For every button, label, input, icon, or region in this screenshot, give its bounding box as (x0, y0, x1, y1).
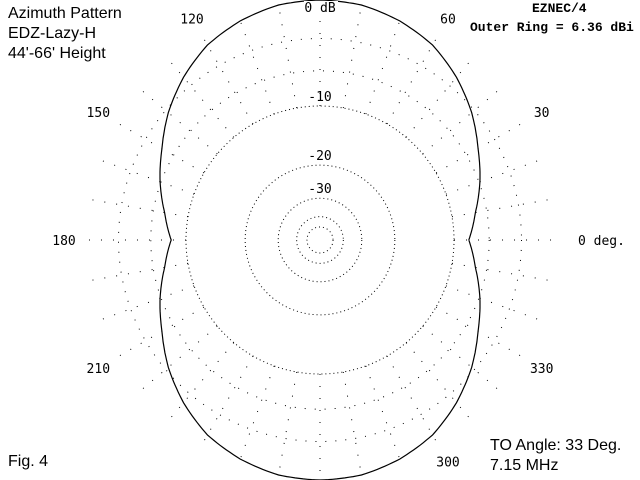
grid-spoke (451, 197, 557, 218)
title-block: Azimuth Pattern EDZ-Lazy-H 44'-66' Heigh… (4, 2, 128, 68)
title-line-3: 44'-66' Height (8, 45, 106, 62)
grid-spoke (386, 355, 441, 449)
takeoff-angle: TO Angle: 33 Deg. (490, 437, 622, 454)
grid-ring (277, 197, 363, 283)
grid-spoke (365, 365, 403, 466)
ring-label: 0 dB (304, 1, 335, 16)
grid-spoke (199, 355, 254, 449)
grid-spoke (237, 14, 275, 115)
ring-label-bg (304, 1, 338, 14)
grid-spoke (342, 371, 363, 477)
grid-spoke (365, 14, 403, 115)
grid-spoke (199, 31, 254, 125)
grid-spoke (405, 342, 475, 425)
grid-spoke (165, 55, 235, 138)
title-line-2: EDZ-Lazy-H (8, 25, 97, 42)
grid-ring (296, 216, 344, 264)
grid-ring (150, 70, 490, 410)
grid-ring (306, 226, 334, 254)
grid-spoke (422, 85, 505, 155)
grid-spoke (83, 262, 189, 283)
ring-label: -10 (308, 90, 331, 105)
grid-spoke (135, 325, 218, 395)
grid-spoke (83, 197, 189, 218)
grid-spoke (386, 31, 441, 125)
grid-spoke (94, 285, 195, 323)
grid-spoke (237, 365, 275, 466)
grid-spoke (405, 55, 475, 138)
pattern-trace (159, 0, 481, 480)
grid-spoke (445, 157, 546, 195)
grid-spoke (111, 119, 205, 174)
title-line-1: Azimuth Pattern (8, 5, 122, 22)
grid-ring (244, 164, 396, 316)
frequency: 7.15 MHz (490, 457, 559, 474)
program-label: EZNEC/4 (532, 1, 587, 16)
grid-spoke (435, 306, 529, 361)
angle-label: 120 (180, 12, 203, 27)
grid-spoke (135, 85, 218, 155)
grid-spoke (111, 306, 205, 361)
grid-spoke (451, 262, 557, 283)
grid-spoke (422, 325, 505, 395)
grid-spoke (342, 3, 363, 109)
ring-label: -20 (308, 149, 331, 164)
figure-label: Fig. 4 (0, 446, 138, 480)
grid-ring (185, 105, 455, 375)
angle-label: 30 (534, 106, 550, 121)
footer-block: TO Angle: 33 Deg. 7.15 MHz (490, 436, 621, 476)
angle-label: 180 (52, 234, 75, 249)
outer-ring-label: Outer Ring = 6.36 dBi (470, 20, 634, 35)
grid-spoke (445, 285, 546, 323)
grid-spoke (277, 3, 298, 109)
angle-label: 330 (530, 362, 553, 377)
grid-ring (117, 37, 523, 443)
grid-spoke (277, 371, 298, 477)
angle-label: 210 (87, 362, 110, 377)
angle-label: 0 deg. (578, 234, 625, 249)
ring-label: -30 (308, 182, 331, 197)
grid-spoke (435, 119, 529, 174)
angle-label: 60 (440, 12, 456, 27)
grid-spoke (94, 157, 195, 195)
angle-label: 150 (87, 106, 110, 121)
angle-label: 300 (436, 456, 459, 471)
grid-spoke (165, 342, 235, 425)
